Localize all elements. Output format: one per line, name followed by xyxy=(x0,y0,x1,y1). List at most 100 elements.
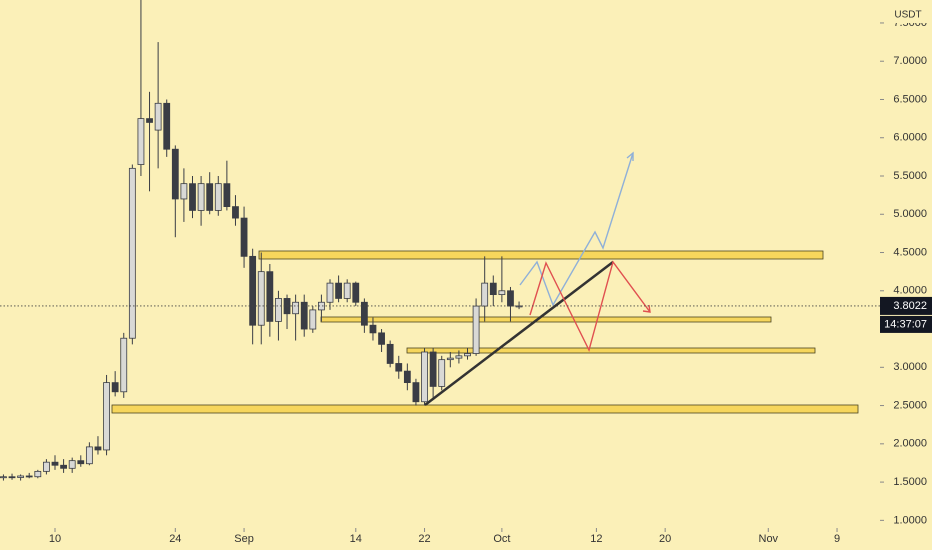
x-tick-label: 9 xyxy=(834,533,840,545)
candle-body xyxy=(232,206,239,219)
candle-body xyxy=(17,475,25,478)
candle-body xyxy=(120,337,128,393)
candle-body xyxy=(481,282,489,307)
candle-body xyxy=(395,363,403,372)
candle-body xyxy=(0,476,7,479)
candle-body xyxy=(85,446,93,465)
candle-body xyxy=(352,282,360,303)
candle-body xyxy=(197,183,205,211)
candle-body xyxy=(507,290,514,307)
candle-body xyxy=(249,255,257,326)
x-tick-label: 20 xyxy=(659,533,671,545)
x-tick-label: Oct xyxy=(493,533,510,545)
candle-body xyxy=(378,332,385,345)
zone xyxy=(320,316,772,323)
x-tick-label: 24 xyxy=(169,533,181,545)
candle-body xyxy=(266,271,274,322)
candle-body xyxy=(94,446,102,451)
last-price-box xyxy=(880,296,932,315)
x-tick-label: 22 xyxy=(418,533,430,545)
candle-body xyxy=(386,343,394,364)
candle-body xyxy=(429,351,437,387)
candle-body xyxy=(472,305,480,354)
candle-body xyxy=(240,217,248,257)
candle-body xyxy=(43,461,50,472)
candle-body xyxy=(309,309,317,330)
candle-body xyxy=(163,102,171,150)
countdown-box xyxy=(880,315,932,333)
candle-body xyxy=(60,464,67,469)
projection-down xyxy=(529,260,651,352)
trend-line xyxy=(424,261,614,406)
zone xyxy=(258,250,824,260)
countdown-label: 14:37:07 xyxy=(884,318,927,330)
candle-body xyxy=(464,353,471,357)
currency-label: USDT xyxy=(894,10,921,21)
candle-body xyxy=(171,148,179,200)
x-tick-label: 14 xyxy=(350,533,362,545)
candle-body xyxy=(154,102,162,131)
candle-body xyxy=(137,118,145,165)
currency-box xyxy=(888,6,928,23)
candle-body xyxy=(180,183,188,200)
candle-body xyxy=(326,282,334,303)
candle-body xyxy=(498,290,506,296)
candle-body xyxy=(412,382,420,403)
candle-body xyxy=(343,282,351,299)
drawings xyxy=(111,151,859,414)
candle-body xyxy=(206,183,214,211)
candle-body xyxy=(111,382,119,393)
candle-body xyxy=(34,470,42,478)
candle-body xyxy=(360,301,368,326)
candle-body xyxy=(103,382,110,451)
candle-body xyxy=(403,370,411,384)
y-tick-label: 6.0000 xyxy=(893,132,927,144)
arrow-head xyxy=(626,151,634,161)
candle-body xyxy=(446,357,454,361)
projection-up xyxy=(519,152,634,307)
y-tick-label: 1.0000 xyxy=(893,514,927,526)
candle-body xyxy=(77,460,85,465)
candle-body xyxy=(438,359,446,387)
y-tick-label: 4.5000 xyxy=(893,246,927,258)
y-tick-label: 3.0000 xyxy=(893,361,927,373)
arrow-head xyxy=(642,304,651,313)
candle-body xyxy=(51,461,59,466)
candle-body xyxy=(214,183,222,211)
x-tick-label: Sep xyxy=(234,533,254,545)
candle-body xyxy=(223,183,231,208)
zone xyxy=(406,347,816,354)
y-tick-label: 4.0000 xyxy=(893,285,927,297)
candle-body xyxy=(25,475,33,478)
x-tick-label: Nov xyxy=(759,533,779,545)
candle-body xyxy=(257,271,265,326)
candle-body xyxy=(275,298,282,322)
candle-body xyxy=(292,301,300,315)
y-tick-label: 5.0000 xyxy=(893,208,927,220)
candle-body xyxy=(146,118,153,123)
candle-body xyxy=(421,351,428,403)
candle-body xyxy=(8,476,16,479)
candle-body xyxy=(300,301,308,330)
candle-body xyxy=(68,460,76,469)
candle-body xyxy=(189,183,196,211)
y-tick-label: 7.0000 xyxy=(893,55,927,67)
y-tick-label: 5.5000 xyxy=(893,170,927,182)
candle-body xyxy=(455,355,463,359)
y-tick-label: 1.5000 xyxy=(893,476,927,488)
y-tick-label: 2.0000 xyxy=(893,438,927,450)
last-price-label: 3.8022 xyxy=(893,300,927,312)
y-tick-label: 2.5000 xyxy=(893,399,927,411)
candles xyxy=(0,0,523,481)
y-tick-label: 6.5000 xyxy=(893,93,927,105)
candle-body xyxy=(318,301,325,311)
candle-body xyxy=(369,324,377,334)
x-tick-label: 10 xyxy=(49,533,61,545)
candle-body xyxy=(489,282,497,296)
candle-body xyxy=(128,167,136,339)
x-tick-label: 12 xyxy=(590,533,602,545)
candle-body xyxy=(335,282,342,299)
zone xyxy=(111,404,859,414)
